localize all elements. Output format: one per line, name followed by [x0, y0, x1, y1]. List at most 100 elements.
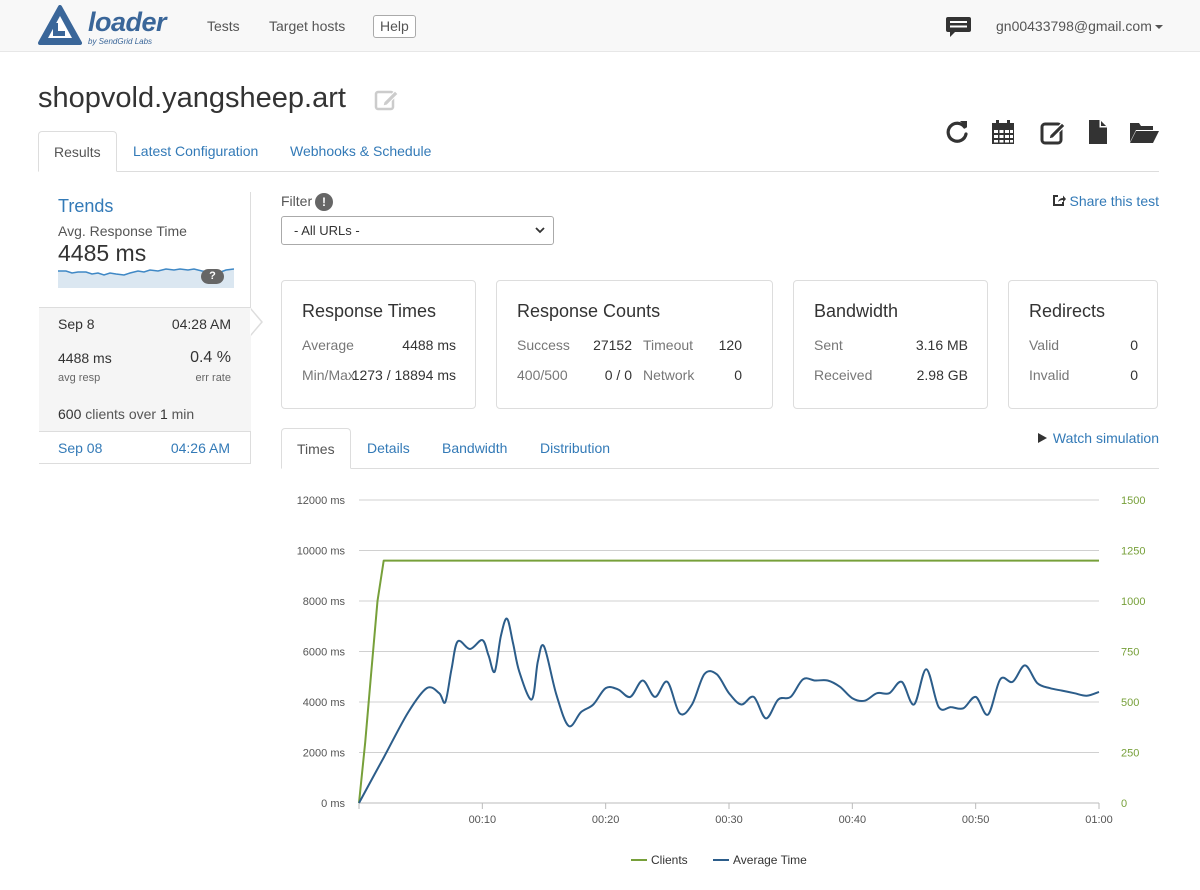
edit-icon[interactable]: [1039, 118, 1067, 146]
errors-label: 400/500: [517, 367, 568, 383]
network-label: Network: [643, 367, 695, 383]
chat-icon[interactable]: [945, 16, 972, 38]
share-test-link[interactable]: Share this test: [1052, 193, 1159, 209]
network-value: 0: [734, 367, 742, 383]
y-left-tick-label: 12000 ms: [297, 495, 346, 507]
nav-tests-link[interactable]: Tests: [207, 18, 240, 34]
tab-times[interactable]: Times: [281, 428, 351, 469]
card-title: Bandwidth: [814, 301, 899, 321]
run-avg-resp: 4488 ms: [58, 350, 112, 366]
success-label: Success: [517, 337, 570, 353]
run-clients-summary: 600 clients over 1 min: [58, 406, 194, 422]
watch-simulation-label: Watch simulation: [1052, 430, 1159, 446]
y-right-tick-label: 500: [1121, 697, 1139, 709]
y-right-tick-label: 1250: [1121, 546, 1145, 558]
url-filter-value: - All URLs -: [294, 223, 360, 238]
filter-info-icon[interactable]: !: [315, 193, 333, 211]
play-icon: [1037, 433, 1047, 443]
card-response-times: Response Times Average 4488 ms Min/Max 1…: [281, 280, 476, 409]
run-clients-mid: clients over: [81, 406, 160, 422]
calendar-icon[interactable]: [989, 118, 1017, 146]
card-redirects: Redirects Valid 0 Invalid 0: [1008, 280, 1158, 409]
user-email: gn00433798@gmail.com: [996, 18, 1152, 34]
legend-label: Clients: [651, 853, 688, 867]
sent-label: Sent: [814, 337, 843, 353]
y-left-tick-label: 0 ms: [321, 798, 345, 810]
x-tick-label: 00:40: [839, 814, 867, 826]
url-filter-select[interactable]: - All URLs -: [281, 216, 554, 245]
x-tick-label: 00:50: [962, 814, 990, 826]
filter-label: Filter: [281, 193, 313, 209]
caret-down-icon: [1154, 25, 1163, 30]
series-line-clients: [358, 559, 1099, 804]
edit-title-icon[interactable]: [374, 87, 400, 111]
x-tick-label: 00:30: [715, 814, 743, 826]
card-title: Response Counts: [517, 301, 661, 321]
received-label: Received: [814, 367, 873, 383]
user-menu[interactable]: gn00433798@gmail.com: [996, 18, 1163, 34]
file-icon[interactable]: [1084, 118, 1112, 146]
y-left-tick-label: 6000 ms: [303, 647, 346, 659]
y-left-tick-label: 2000 ms: [303, 748, 346, 760]
folder-open-icon[interactable]: [1128, 118, 1160, 146]
run-time: 04:28 AM: [171, 316, 231, 332]
logo-text: loader: [88, 7, 167, 37]
minmax-value: 1273 / 18894 ms: [351, 367, 456, 383]
x-tick-label: 00:10: [469, 814, 497, 826]
run-item-date[interactable]: Sep 08: [58, 440, 103, 456]
x-tick-label: 01:00: [1085, 814, 1113, 826]
loader-logo[interactable]: loader by SendGrid Labs: [38, 5, 178, 47]
average-label: Average: [302, 337, 354, 353]
y-left-tick-label: 4000 ms: [303, 697, 346, 709]
y-left-tick-label: 8000 ms: [303, 596, 346, 608]
tab-latest-configuration[interactable]: Latest Configuration: [133, 143, 259, 159]
timeout-value: 120: [718, 337, 742, 353]
run-item-active[interactable]: Sep 8 04:28 AM 4488 ms avg resp 0.4 % er…: [39, 307, 251, 432]
logo-subtitle: by SendGrid Labs: [88, 37, 153, 46]
run-avg-resp-label: avg resp: [58, 372, 101, 384]
chart-tabs: Times Details Bandwidth Distribution: [281, 428, 1159, 469]
received-value: 2.98 GB: [916, 367, 968, 383]
y-right-tick-label: 1000: [1121, 596, 1145, 608]
minmax-label: Min/Max: [302, 367, 355, 383]
run-duration: 1: [159, 406, 168, 422]
tab-distribution[interactable]: Distribution: [540, 440, 611, 456]
card-response-counts: Response Counts Success 27152 Timeout 12…: [496, 280, 773, 409]
tab-details[interactable]: Details: [367, 440, 410, 456]
refresh-icon[interactable]: [943, 118, 971, 146]
legend-label: Average Time: [733, 853, 807, 867]
nav-target-hosts-link[interactable]: Target hosts: [269, 18, 346, 34]
trends-sidebar: Trends Avg. Response Time 4485 ms ? Sep …: [39, 192, 251, 464]
nav-help-button[interactable]: Help: [373, 15, 416, 38]
times-chart: 0 ms 0 2000 ms 250 4000 ms 500 6000 ms 750 8000 …: [297, 495, 1146, 867]
tab-results[interactable]: Results: [38, 131, 117, 172]
series-line-average-time: [358, 617, 1100, 804]
run-clients-unit: min: [167, 406, 195, 422]
valid-value: 0: [1130, 337, 1138, 353]
x-tick-label: 00:20: [592, 814, 620, 826]
help-badge[interactable]: ?: [201, 269, 224, 284]
tab-webhooks-schedule[interactable]: Webhooks & Schedule: [290, 143, 432, 159]
success-value: 27152: [593, 337, 632, 353]
tab-bandwidth[interactable]: Bandwidth: [442, 440, 508, 456]
page-title: shopvold.yangsheep.art: [38, 82, 346, 114]
timeout-label: Timeout: [643, 337, 694, 353]
y-left-tick-label: 10000 ms: [297, 546, 346, 558]
main-tabs: Results Latest Configuration Webhooks & …: [38, 131, 1159, 172]
run-item-time[interactable]: 04:26 AM: [170, 440, 230, 456]
errors-value: 0 / 0: [604, 367, 632, 383]
invalid-label: Invalid: [1029, 367, 1070, 383]
share-icon: [1052, 195, 1066, 206]
run-clients-count: 600: [58, 406, 82, 422]
card-bandwidth: Bandwidth Sent 3.16 MB Received 2.98 GB: [793, 280, 988, 409]
y-right-tick-label: 750: [1121, 647, 1139, 659]
y-right-tick-label: 250: [1121, 748, 1139, 760]
chevron-down-icon: [535, 227, 545, 234]
trends-title: Trends: [58, 196, 114, 216]
avg-response-value: 4485 ms: [58, 240, 147, 266]
avg-response-label: Avg. Response Time: [58, 223, 187, 239]
watch-simulation-link[interactable]: Watch simulation: [1037, 430, 1159, 446]
sent-value: 3.16 MB: [915, 337, 968, 353]
loader-logo-icon: [38, 5, 82, 45]
card-title: Redirects: [1029, 301, 1106, 321]
